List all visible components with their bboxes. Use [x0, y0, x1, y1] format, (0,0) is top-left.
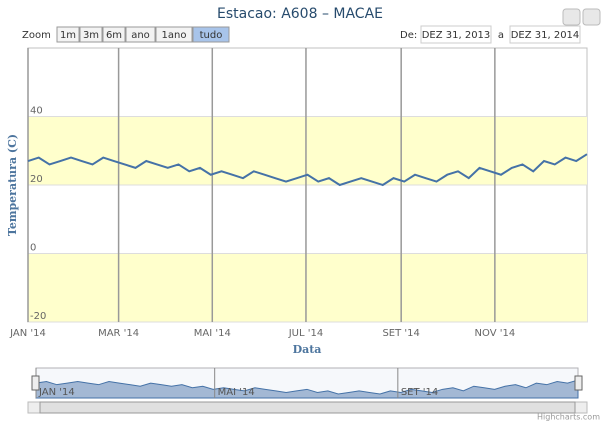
zoom-button-label: 1m: [60, 30, 76, 41]
y-tick-label: 40: [30, 106, 43, 117]
from-label: De:: [400, 30, 417, 41]
y-tick-label: -20: [30, 311, 46, 322]
zoom-button[interactable]: [125, 26, 156, 43]
y-tick-label: 20: [30, 174, 43, 185]
navigator-tick-label: SET '14: [401, 387, 438, 398]
x-axis-label: Data: [293, 343, 322, 356]
credits[interactable]: Highcharts.com: [537, 413, 600, 422]
navigator-handle[interactable]: [574, 375, 583, 391]
zoom-button-label: 3m: [83, 30, 99, 41]
navigator-area: [35, 379, 579, 399]
navigator-handle[interactable]: [31, 375, 40, 391]
chart-title: Estacao: A608 – MACAE: [217, 6, 383, 22]
zoom-button[interactable]: [155, 26, 193, 43]
navigator-tick-label: JAN '14: [38, 387, 75, 398]
to-input[interactable]: [509, 25, 581, 44]
zoom-button[interactable]: [56, 26, 80, 43]
zoom-button-label: 1ano: [162, 30, 187, 41]
to-value: DEZ 31, 2014: [511, 30, 580, 41]
x-tick-label: JUL '14: [288, 328, 324, 339]
zoom-button[interactable]: [102, 26, 126, 43]
zoom-button[interactable]: [79, 26, 103, 43]
scrollbar-thumb[interactable]: [39, 401, 576, 414]
zoom-label: Zoom: [22, 30, 51, 41]
x-tick-label: SET '14: [382, 328, 419, 339]
export-button[interactable]: [582, 8, 601, 26]
navigator-tick-label: MAI '14: [218, 387, 255, 398]
print-button[interactable]: [562, 8, 581, 26]
x-tick-label: JAN '14: [9, 328, 46, 339]
data-line: [27, 153, 588, 187]
to-label: a: [498, 30, 504, 41]
x-tick-label: NOV '14: [475, 328, 516, 339]
from-value: DEZ 31, 2013: [422, 30, 491, 41]
zoom-button-label: tudo: [200, 30, 223, 41]
y-tick-label: 0: [30, 243, 36, 254]
zoom-button[interactable]: [192, 26, 230, 43]
plot-band: [28, 253, 587, 322]
x-tick-label: MAI '14: [194, 328, 231, 339]
y-axis-label: Temperatura (C): [6, 134, 19, 236]
zoom-button-label: ano: [131, 30, 150, 41]
from-input[interactable]: [420, 25, 492, 44]
zoom-button-label: 6m: [106, 30, 122, 41]
plot-band: [28, 116, 587, 185]
x-tick-label: MAR '14: [98, 328, 139, 339]
